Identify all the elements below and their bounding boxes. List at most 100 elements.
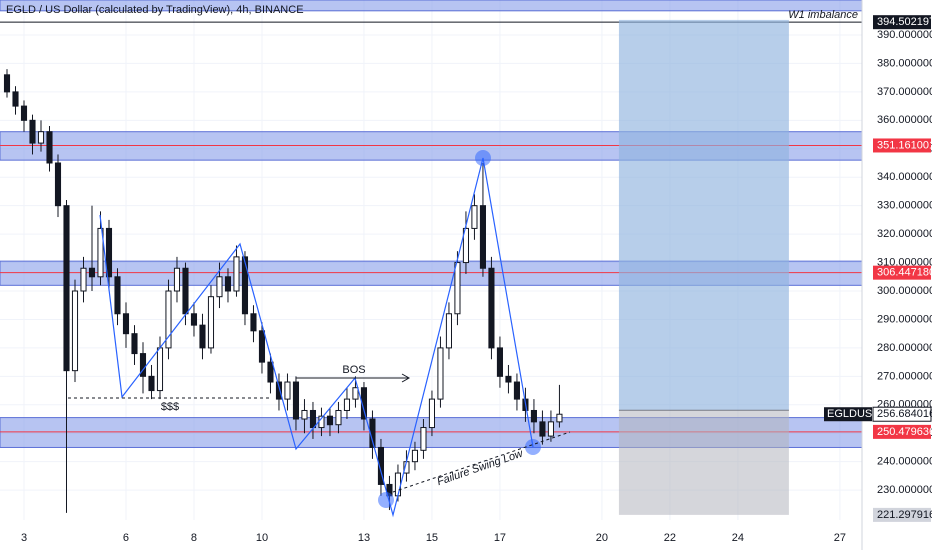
candles [3, 69, 563, 513]
candle-body [352, 387, 359, 400]
x-tick-label: 20 [596, 532, 608, 544]
candle-body [199, 324, 206, 349]
x-tick-label: 6 [123, 532, 129, 544]
y-tick-label: 360.000000 [877, 114, 932, 126]
y-tick-label: 230.000000 [877, 484, 932, 496]
x-tick-label: 22 [664, 532, 676, 544]
candle-body [505, 375, 512, 383]
price-tag-label: 221.297916 [877, 509, 932, 521]
price-tag [873, 15, 931, 30]
arrow-head [401, 373, 411, 383]
y-tick-label: 240.000000 [877, 456, 932, 468]
x-tick-label: 8 [191, 532, 197, 544]
candle-body [173, 267, 181, 292]
x-tick-label: 27 [834, 532, 846, 544]
candle-body [539, 421, 546, 437]
price-tag [872, 406, 932, 422]
x-tick-label: 3 [21, 532, 27, 544]
candle-body [97, 227, 104, 278]
candle-body [377, 446, 385, 485]
candle-body [29, 119, 36, 144]
candle-body [182, 267, 189, 315]
circle [378, 492, 394, 508]
candle-body [420, 427, 427, 451]
y-tick-label: 380.000000 [877, 57, 932, 69]
time-axis [0, 528, 862, 550]
axes: 230.000000240.000000250.000000260.000000… [21, 15, 932, 544]
candle-body [12, 91, 19, 107]
y-tick-label: 280.000000 [877, 342, 932, 354]
price-tag [873, 265, 931, 280]
annotation: BOS [342, 364, 365, 376]
candle-body [513, 381, 520, 400]
y-tick-label: 270.000000 [877, 370, 932, 382]
candle-body [343, 398, 351, 411]
candle-body [63, 205, 70, 372]
annotation: $$$ [161, 401, 179, 413]
x-tick-label: 24 [732, 532, 744, 544]
y-tick-label: 340.000000 [877, 171, 932, 183]
y-tick-label: 330.000000 [877, 200, 932, 212]
chart-title: EGLD / US Dollar (calculated by TradingV… [6, 4, 304, 16]
candle-body [54, 162, 62, 207]
candle-body [88, 267, 96, 278]
y-tick-label: 310.000000 [877, 256, 932, 268]
candle-body [139, 353, 147, 377]
candle-body [462, 227, 469, 264]
candle-body [233, 256, 240, 292]
candle-body [428, 398, 436, 429]
candle-body [241, 256, 249, 315]
candle-body [445, 313, 452, 349]
candle-body [258, 330, 266, 363]
x-tick-label: 10 [256, 532, 268, 544]
y-tick-label: 390.000000 [877, 29, 932, 41]
candle-body [284, 381, 291, 400]
candle-body [37, 131, 45, 144]
candle-body [411, 449, 419, 463]
candle-body [148, 375, 155, 392]
x-tick-label: 13 [358, 532, 370, 544]
circle [525, 439, 541, 455]
zigzag [99, 157, 534, 518]
candle-body [190, 313, 198, 326]
candle-body [547, 421, 554, 437]
circle [475, 150, 491, 166]
candle-body [496, 347, 503, 377]
target-box [618, 19, 789, 411]
candle-body [479, 205, 486, 269]
price-tag-label: 306.447180 [877, 267, 932, 279]
candle-body [530, 409, 537, 423]
candle-body [80, 267, 87, 292]
candle-body [556, 413, 563, 423]
candle-body [207, 296, 215, 349]
swing-line [392, 431, 571, 493]
symbol-label: EGLDUSD [827, 408, 880, 420]
annotation: W1 imbalance [788, 9, 858, 21]
candle-body [437, 347, 444, 400]
price-tag [873, 507, 931, 522]
candle-body [488, 267, 495, 349]
candle-body [156, 347, 164, 392]
candle-body [105, 227, 113, 278]
candle-body [326, 415, 334, 426]
candle-body [267, 361, 274, 383]
price-tag [873, 424, 931, 439]
candle-body [3, 74, 11, 93]
position-tool [618, 19, 789, 515]
candle-body [454, 262, 461, 315]
price-tag [873, 138, 931, 153]
y-tick-label: 300.000000 [877, 285, 932, 297]
candle-body [275, 381, 283, 400]
candle-body [250, 313, 257, 332]
y-tick-label: 320.000000 [877, 228, 932, 240]
candle-body [292, 381, 300, 420]
candle-body [301, 409, 308, 420]
candle-body [224, 276, 232, 292]
y-tick-label: 370.000000 [877, 86, 932, 98]
candle-body [216, 276, 223, 298]
candle-body [335, 409, 342, 426]
price-tag-label: 351.161001 [877, 139, 932, 151]
candle-body [360, 387, 368, 420]
y-tick-label: 290.000000 [877, 313, 932, 325]
